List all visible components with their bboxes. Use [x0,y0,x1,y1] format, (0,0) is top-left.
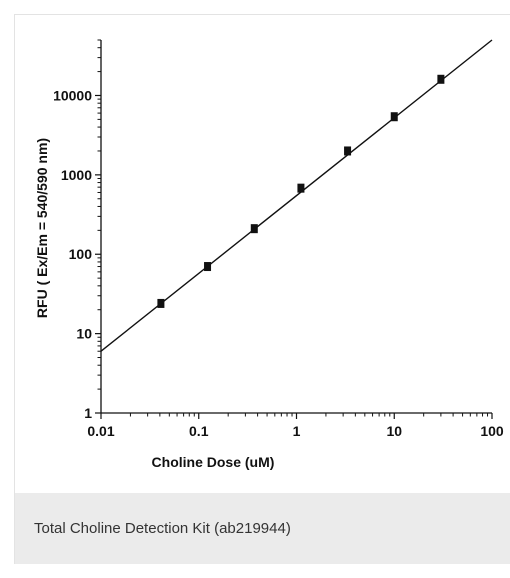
y-tick-label: 1 [84,405,92,421]
y-tick-label: 10 [76,326,92,342]
x-tick-label: 10 [386,423,402,439]
caption-bar: Total Choline Detection Kit (ab219944) [15,493,510,564]
data-point [204,262,212,272]
caption-text: Total Choline Detection Kit (ab219944) [34,520,291,537]
y-axis-label: RFU ( Ex/Em = 540/590 nm) [34,138,50,318]
data-point [437,74,445,84]
x-tick-label: 0.1 [189,423,209,439]
x-tick-label: 100 [480,423,504,439]
data-point [297,183,305,193]
data-point [344,146,352,156]
axes: 0.01 0.1 1 10 100 1 10 100 1000 10000 [53,39,504,439]
y-tick-label: 100 [69,246,93,262]
data-point [157,298,165,308]
data-points [157,74,445,308]
y-tick-label: 1000 [61,167,92,183]
figure-card: 0.01 0.1 1 10 100 1 10 100 1000 10000 Choline Dos… [14,14,510,564]
plot-area: 0.01 0.1 1 10 100 1 10 100 1000 10000 Choline Dos… [15,15,510,493]
axis-labels: Choline Dose (uM) RFU ( Ex/Em = 540/590 … [34,138,274,470]
x-tick-label: 0.01 [87,423,114,439]
fit-line [100,39,493,352]
fit-line-group [100,39,493,352]
x-tick-label: 1 [293,423,301,439]
y-tick-label: 10000 [53,87,92,103]
data-point [250,224,258,234]
choline-standard-curve-chart: 0.01 0.1 1 10 100 1 10 100 1000 10000 Choline Dos… [34,39,504,470]
data-point [390,112,398,122]
x-axis-label: Choline Dose (uM) [152,454,275,470]
